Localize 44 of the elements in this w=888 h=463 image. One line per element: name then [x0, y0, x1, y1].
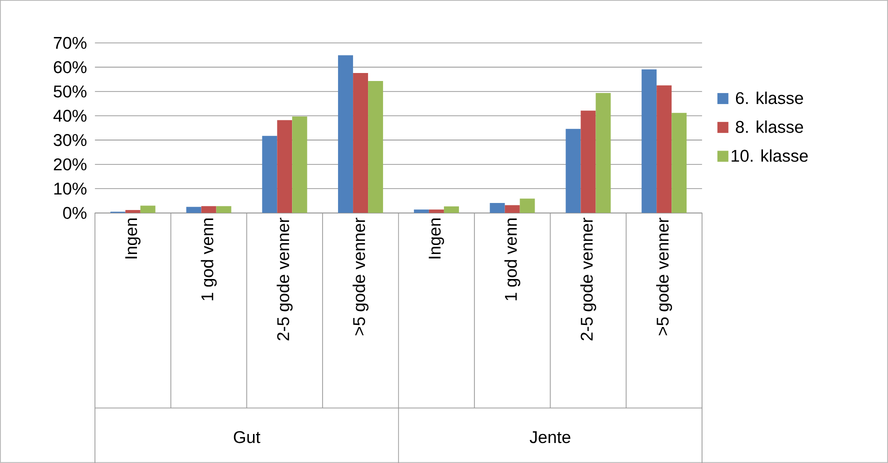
bar: [504, 204, 520, 213]
x-tick-label: 2-5 gode venner: [580, 218, 596, 340]
y-tick-label: 50%: [54, 85, 86, 98]
x-tick-label: Ingen: [125, 218, 140, 258]
bar: [428, 209, 444, 213]
bar: [414, 209, 429, 213]
y-tick-label: 60%: [54, 60, 86, 74]
bar: [216, 206, 232, 213]
bar: [186, 206, 202, 213]
bar: [444, 206, 459, 213]
x-tick-label: >5 gode venner: [352, 218, 368, 336]
bar: [520, 198, 535, 213]
legend-label: 6. klasse: [736, 91, 804, 104]
bar: [353, 72, 368, 213]
bar: [596, 92, 611, 213]
bar: [580, 110, 596, 213]
legend-label: 10. klasse: [732, 149, 808, 162]
bar: [292, 116, 308, 213]
bar: [642, 69, 657, 213]
bar: [672, 112, 687, 213]
bar: [262, 136, 278, 213]
x-tick-label: 1 god venn: [200, 218, 217, 300]
y-tick-label: 0%: [63, 206, 86, 219]
y-tick-label: 20%: [54, 158, 86, 170]
y-tick-label: 30%: [54, 134, 86, 146]
y-tick-label: 70%: [54, 36, 86, 49]
bar: [277, 120, 292, 213]
bar: [140, 205, 156, 213]
x-tick-label: Ingen: [428, 218, 444, 258]
bar: [490, 202, 505, 213]
text: Gut: [234, 430, 260, 443]
x-tick-label: 1 god venn: [504, 218, 520, 300]
bar: [368, 80, 384, 213]
y-tick-label: 10%: [54, 182, 86, 194]
bar: [656, 85, 672, 213]
x-tick-label: 2-5 gode venner: [276, 218, 293, 340]
bar: [338, 55, 354, 213]
y-tick-label: 40%: [53, 110, 86, 122]
text: Jente: [530, 431, 570, 443]
x-tick-label: >5 gode venner: [656, 218, 672, 336]
legend-label: 8. klasse: [736, 120, 804, 133]
bar: [201, 206, 216, 213]
bar: [125, 210, 140, 213]
bar: [566, 128, 581, 213]
